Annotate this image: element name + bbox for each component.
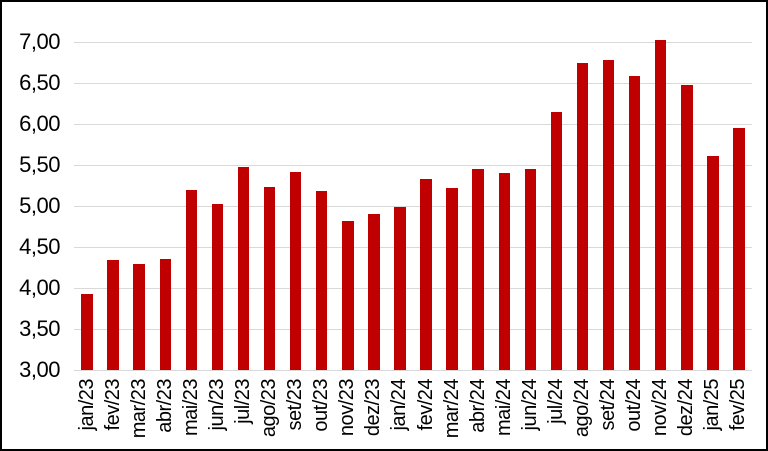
x-axis-tick-label: dez/23 [362, 379, 385, 437]
bar-dez/24 [681, 85, 693, 370]
bar-out/23 [315, 191, 328, 370]
y-axis-tick-label: 4,50 [19, 234, 60, 259]
x-axis-tick-label: mai/24 [492, 379, 515, 437]
x-axis-tick-label: mai/23 [179, 379, 202, 437]
bar-jan/25 [707, 155, 719, 370]
y-axis-tick-label: 5,50 [19, 152, 60, 177]
x-axis-tick-label: nov/23 [336, 379, 359, 437]
x-axis-tick-label: set/23 [284, 379, 307, 431]
x-axis-tick-label: fev/25 [727, 379, 750, 431]
x-axis-tick-label: abr/24 [466, 379, 489, 433]
y-axis-tick-label: 7,00 [19, 29, 60, 54]
gridline [74, 247, 752, 248]
bar-jan/24 [394, 206, 406, 370]
x-axis-tick-label: mar/23 [127, 379, 150, 439]
x-axis-tick-label: fev/24 [414, 379, 437, 431]
x-axis-tick-label: jun/24 [518, 379, 541, 431]
gridline [74, 370, 752, 371]
bar-set/24 [602, 60, 615, 370]
y-axis-tick-label: 4,00 [19, 275, 60, 300]
bar-mai/24 [498, 173, 511, 370]
x-axis-tick-label: jun/23 [205, 379, 228, 431]
bar-out/24 [628, 75, 641, 370]
y-axis-tick-label: 5,00 [19, 193, 60, 218]
x-axis-tick-label: jan/24 [388, 379, 411, 431]
gridline [74, 329, 752, 330]
x-axis-tick-label: jul/24 [544, 379, 567, 424]
x-axis-tick-label: ago/23 [258, 379, 281, 438]
bar-nov/24 [654, 40, 667, 370]
bar-jul/23 [237, 167, 250, 370]
x-axis-tick-label: nov/24 [649, 379, 672, 437]
y-axis-tick-label: 6,50 [19, 70, 60, 95]
bar-abr/23 [159, 259, 172, 370]
bar-jun/24 [524, 169, 537, 370]
x-axis-tick-label: jan/25 [701, 379, 724, 431]
gridline [74, 124, 752, 125]
x-axis-tick-label: mar/24 [440, 379, 463, 439]
bar-mai/23 [185, 190, 198, 370]
y-axis-tick-label: 3,00 [19, 357, 60, 382]
bar-ago/23 [263, 187, 276, 370]
bar-fev/23 [107, 260, 119, 370]
gridline [74, 42, 752, 43]
bar-jun/23 [211, 203, 224, 370]
gridline [74, 288, 752, 289]
bar-jan/23 [81, 293, 93, 370]
x-axis-tick-label: set/24 [597, 379, 620, 431]
bar-nov/23 [342, 220, 354, 370]
bar-mar/24 [446, 187, 458, 370]
x-axis-tick-label: fev/23 [101, 379, 124, 431]
x-axis-tick-label: out/23 [310, 379, 333, 432]
bar-fev/24 [420, 178, 432, 370]
bar-ago/24 [576, 63, 589, 370]
bar-dez/23 [368, 214, 380, 370]
gridline [74, 165, 752, 166]
x-axis-tick-label: abr/23 [153, 379, 176, 433]
x-axis-tick-label: dez/24 [675, 379, 698, 437]
y-axis-tick-label: 6,00 [19, 111, 60, 136]
x-axis-tick-label: jan/23 [75, 379, 98, 431]
x-axis-tick-label: jul/23 [232, 379, 254, 424]
bar-set/23 [289, 171, 302, 370]
x-axis-tick-label: ago/24 [571, 379, 593, 438]
gridline [74, 206, 752, 207]
bar-fev/25 [733, 128, 745, 370]
bar-abr/24 [472, 169, 484, 370]
bar-jul/24 [550, 111, 563, 370]
y-axis-tick-label: 3,50 [19, 316, 60, 341]
bar-mar/23 [133, 264, 145, 370]
x-axis-tick-label: out/24 [623, 379, 646, 432]
gridline [74, 83, 752, 84]
